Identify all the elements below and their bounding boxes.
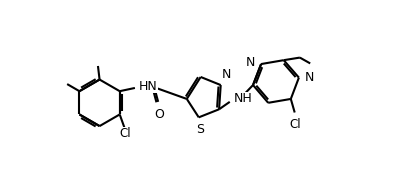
Text: Cl: Cl [119,127,131,140]
Text: N: N [222,68,231,81]
Text: Cl: Cl [289,118,301,131]
Text: NH: NH [234,92,253,106]
Text: S: S [196,123,204,136]
Text: N: N [246,56,255,69]
Text: O: O [154,108,164,121]
Text: HN: HN [139,80,158,93]
Text: N: N [305,71,314,84]
